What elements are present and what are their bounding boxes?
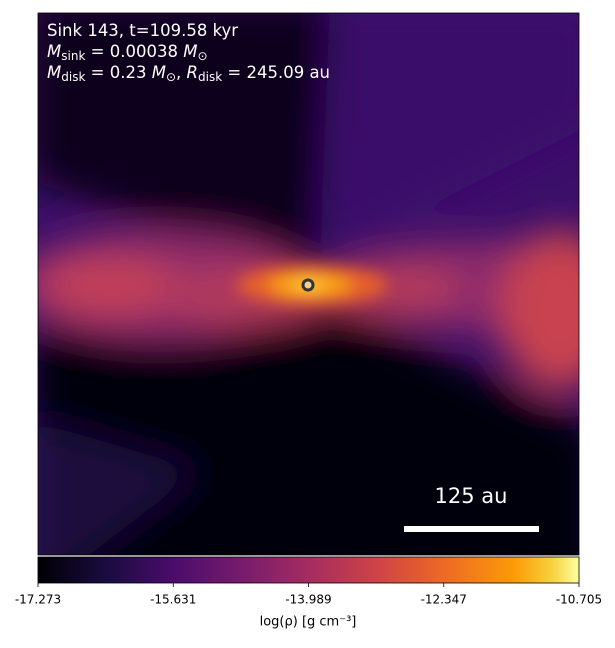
symbol: M bbox=[152, 63, 166, 82]
colorbar-label: log(ρ) [g cm⁻³] bbox=[260, 615, 357, 630]
tick-label: -17.273 bbox=[15, 593, 61, 607]
sink-marker bbox=[301, 278, 315, 292]
scale-bar bbox=[404, 526, 539, 532]
tick-label: -13.989 bbox=[285, 593, 331, 607]
annotation: Msink​ = 0.00038 M⊙​ bbox=[47, 42, 208, 63]
scale-bar-label: 125 au bbox=[435, 484, 508, 508]
annotation-text: Sink 143, t=109.58 kyr bbox=[47, 21, 238, 40]
symbol: M bbox=[183, 42, 197, 61]
frame bbox=[37, 12, 580, 556]
symbol: R bbox=[187, 63, 198, 82]
subscript: disk bbox=[61, 70, 85, 84]
subscript: sink bbox=[61, 49, 85, 63]
tick-label: -15.631 bbox=[150, 593, 196, 607]
annotation-text: = 245.09 au bbox=[222, 63, 330, 82]
subscript: disk bbox=[198, 70, 222, 84]
annotation: Mdisk​ = 0.23 M⊙​, Rdisk​ = 245.09 au bbox=[47, 63, 330, 84]
colorbar bbox=[37, 556, 580, 584]
annotation-text: , bbox=[176, 63, 187, 82]
tick-label: -10.705 bbox=[556, 593, 602, 607]
tick-label: -12.347 bbox=[421, 593, 467, 607]
symbol: M bbox=[47, 63, 61, 82]
symbol: M bbox=[47, 42, 61, 61]
density-map bbox=[38, 13, 579, 555]
annotation-text: = 0.23 bbox=[85, 63, 151, 82]
subscript: ⊙ bbox=[197, 49, 207, 63]
annotation: Sink 143, t=109.58 kyr bbox=[47, 21, 238, 40]
annotation-text: = 0.00038 bbox=[85, 42, 183, 61]
subscript: ⊙ bbox=[166, 70, 176, 84]
